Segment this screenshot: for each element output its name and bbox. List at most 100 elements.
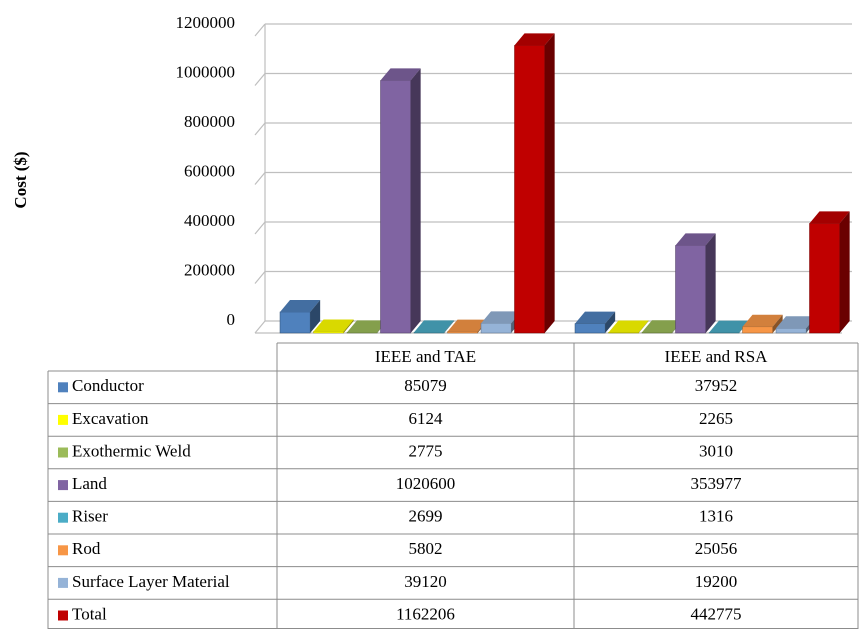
y-tick-label: 400000 bbox=[184, 211, 235, 230]
table-value: 1020600 bbox=[396, 474, 456, 493]
legend-label: Conductor bbox=[72, 376, 144, 395]
column-header: IEEE and RSA bbox=[665, 347, 769, 366]
grid-line bbox=[254, 271, 266, 284]
bar-top bbox=[642, 320, 683, 333]
bar-top bbox=[575, 311, 616, 324]
bar-top bbox=[380, 68, 421, 81]
legend-label: Surface Layer Material bbox=[72, 572, 230, 591]
table-value: 25056 bbox=[695, 539, 738, 558]
bar-front bbox=[447, 331, 478, 334]
table-value: 2265 bbox=[699, 409, 733, 428]
grid-line bbox=[254, 122, 266, 136]
legend-swatch bbox=[58, 480, 68, 491]
bar-top bbox=[481, 311, 522, 324]
bar-front bbox=[809, 223, 840, 334]
bar bbox=[708, 320, 750, 334]
bar bbox=[574, 311, 616, 334]
legend-swatch bbox=[58, 414, 68, 425]
legend-label: Riser bbox=[72, 507, 108, 526]
bar-top bbox=[280, 299, 321, 312]
bar-front bbox=[641, 332, 673, 334]
bar bbox=[313, 319, 354, 334]
legend-swatch bbox=[58, 577, 68, 588]
legend-swatch bbox=[58, 610, 68, 621]
y-tick-label: 800000 bbox=[184, 112, 235, 131]
table-value: 5802 bbox=[409, 539, 443, 558]
bar-front bbox=[313, 331, 344, 334]
legend-label: Land bbox=[72, 474, 107, 493]
bar-top bbox=[313, 319, 354, 332]
bar-top bbox=[447, 319, 488, 332]
table-value: 39120 bbox=[404, 572, 447, 591]
legend-swatch bbox=[58, 512, 68, 523]
bar bbox=[380, 68, 421, 334]
bar-front bbox=[742, 326, 773, 334]
y-tick-label: 200000 bbox=[184, 260, 235, 279]
bar-top bbox=[675, 233, 716, 246]
bar bbox=[608, 320, 649, 334]
bar-side bbox=[605, 311, 616, 333]
bar-front bbox=[574, 323, 606, 334]
bar bbox=[413, 320, 455, 334]
legend-label: Rod bbox=[72, 539, 101, 558]
bar-side bbox=[444, 320, 455, 333]
bar bbox=[809, 211, 850, 334]
table-value: 6124 bbox=[409, 409, 444, 428]
bar bbox=[514, 33, 555, 334]
bar-side bbox=[310, 299, 321, 333]
bar-top bbox=[414, 320, 455, 333]
bar-front bbox=[346, 332, 378, 334]
grid-line bbox=[254, 172, 266, 185]
bar-front bbox=[675, 245, 706, 334]
bar-side bbox=[638, 320, 649, 333]
bar bbox=[742, 314, 783, 334]
bar-top bbox=[608, 320, 649, 333]
table-value: 3010 bbox=[699, 441, 733, 460]
bar-top bbox=[776, 316, 817, 329]
table-value: 19200 bbox=[695, 572, 738, 591]
bar-top bbox=[514, 33, 555, 46]
bar-front bbox=[608, 332, 639, 334]
grid-line bbox=[254, 23, 266, 37]
bar-front bbox=[775, 327, 807, 334]
bar-front bbox=[380, 80, 411, 334]
legend-swatch bbox=[58, 382, 68, 393]
bar-top bbox=[709, 320, 750, 333]
legend-label: Exothermic Weld bbox=[72, 441, 191, 460]
grid-line bbox=[254, 320, 266, 334]
table-value: 353977 bbox=[691, 474, 743, 493]
legend-swatch bbox=[58, 545, 68, 556]
table-value: 37952 bbox=[695, 376, 738, 395]
bar-front bbox=[480, 323, 512, 334]
legend-label: Total bbox=[72, 604, 107, 623]
legend-swatch bbox=[58, 447, 68, 458]
bar bbox=[346, 320, 388, 334]
y-tick-label: 1000000 bbox=[176, 62, 236, 81]
table-value: 1162206 bbox=[396, 604, 455, 623]
column-header: IEEE and TAE bbox=[375, 347, 476, 366]
bar-side bbox=[839, 211, 850, 333]
bar-side bbox=[705, 233, 716, 333]
bar bbox=[675, 233, 716, 334]
table-value: 2699 bbox=[409, 507, 443, 526]
bar-side bbox=[410, 68, 421, 334]
bar-front bbox=[514, 45, 545, 334]
y-tick-label: 0 bbox=[227, 310, 236, 329]
y-axis-label: Cost ($) bbox=[11, 151, 30, 208]
table-value: 442775 bbox=[691, 604, 742, 623]
grid-line bbox=[254, 221, 266, 235]
bar-side bbox=[343, 319, 354, 333]
table-value: 1316 bbox=[699, 507, 733, 526]
y-tick-label: 600000 bbox=[184, 161, 235, 180]
bar-top bbox=[347, 320, 388, 333]
grid-line bbox=[254, 73, 266, 86]
table-value: 85079 bbox=[404, 376, 447, 395]
bar-front bbox=[279, 311, 311, 334]
table-value: 2775 bbox=[409, 441, 443, 460]
bar-side bbox=[544, 33, 555, 334]
legend-label: Excavation bbox=[72, 409, 149, 428]
bar-top bbox=[809, 211, 850, 224]
bar-side bbox=[772, 314, 783, 333]
bar-top bbox=[742, 314, 783, 327]
